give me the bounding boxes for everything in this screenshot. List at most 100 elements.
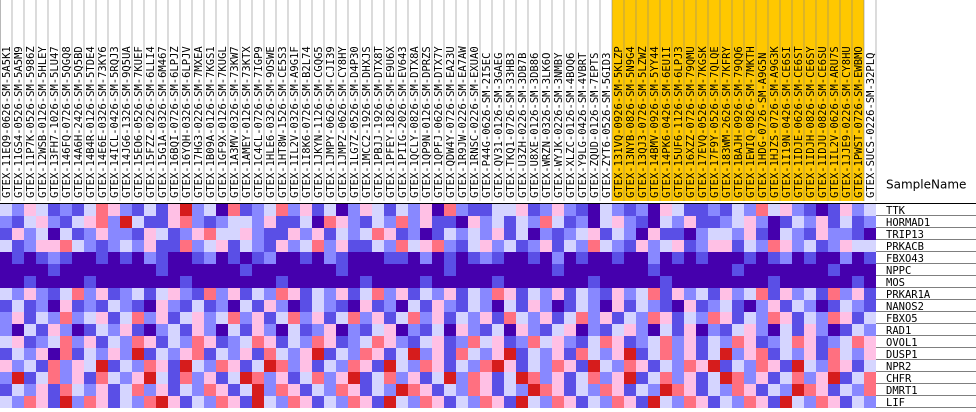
heatmap-cell <box>252 348 264 360</box>
heatmap-cell <box>156 348 168 360</box>
heatmap-cell <box>372 372 384 384</box>
heatmap-cell <box>144 228 156 240</box>
heatmap-cell <box>636 252 648 264</box>
heatmap-cell <box>852 240 864 252</box>
heatmap-cell <box>48 288 60 300</box>
heatmap-cell <box>768 288 780 300</box>
heatmap-cell <box>588 372 600 384</box>
heatmap-cell <box>216 396 228 408</box>
heatmap-cell <box>216 372 228 384</box>
heatmap-cell <box>336 276 348 288</box>
heatmap-cell <box>480 228 492 240</box>
heatmap-cell <box>444 276 456 288</box>
heatmap-cell <box>108 348 120 360</box>
heatmap-cell <box>636 240 648 252</box>
heatmap-cell <box>444 396 456 408</box>
heatmap-cell <box>204 324 216 336</box>
heatmap-cell <box>828 276 840 288</box>
heatmap-cell <box>528 204 540 216</box>
heatmap-cell <box>828 240 840 252</box>
heatmap-cell <box>408 300 420 312</box>
heatmap-cell <box>168 264 180 276</box>
heatmap-cell <box>264 240 276 252</box>
heatmap-cell <box>252 276 264 288</box>
heatmap-cell <box>324 228 336 240</box>
heatmap-cell <box>564 204 576 216</box>
sample-highlight <box>744 0 756 201</box>
heatmap-cell <box>852 264 864 276</box>
gene-label: NPPC <box>886 265 911 277</box>
heatmap-cell <box>528 396 540 408</box>
heatmap-cell <box>840 324 852 336</box>
heatmap-cell <box>852 384 864 396</box>
heatmap-cell <box>528 300 540 312</box>
heatmap-cell <box>540 396 552 408</box>
sample-label: GTEX-15FZZ-0226-SM-6LLI4 <box>145 46 157 198</box>
sample-label: GTEX-1PFEY-1826-SM-E9U6X <box>385 46 397 198</box>
heatmap-cell <box>480 384 492 396</box>
sample-highlight <box>804 0 816 201</box>
heatmap-cell <box>132 300 144 312</box>
heatmap-cell <box>252 252 264 264</box>
heatmap-cell <box>12 204 24 216</box>
heatmap-cell <box>0 264 12 276</box>
heatmap-cell <box>72 312 84 324</box>
heatmap-cell <box>756 288 768 300</box>
heatmap-cell <box>324 312 336 324</box>
heatmap-cell <box>288 228 300 240</box>
heatmap-cell <box>804 240 816 252</box>
heatmap-cell <box>36 264 48 276</box>
heatmap-cell <box>720 216 732 228</box>
heatmap-cell <box>84 240 96 252</box>
heatmap-cell <box>384 300 396 312</box>
heatmap-cell <box>492 372 504 384</box>
gene-label: DUSP1 <box>886 349 918 361</box>
heatmap-cell <box>432 336 444 348</box>
heatmap-cell <box>396 324 408 336</box>
heatmap-cell <box>108 312 120 324</box>
heatmap-cell <box>216 276 228 288</box>
heatmap-cell <box>552 228 564 240</box>
heatmap-cell <box>252 288 264 300</box>
heatmap-cell <box>492 360 504 372</box>
heatmap-cell <box>708 228 720 240</box>
gene-label: FBXO5 <box>886 313 918 325</box>
heatmap-cell <box>648 360 660 372</box>
heatmap-cell <box>48 348 60 360</box>
heatmap-cell <box>300 240 312 252</box>
heatmap-cell <box>396 204 408 216</box>
heatmap-cell <box>504 312 516 324</box>
heatmap-cell <box>432 204 444 216</box>
heatmap-cell <box>672 336 684 348</box>
sample-label: GTEX-1RNSC-0226-SM-EXUA0 <box>469 46 481 198</box>
heatmap-cell <box>612 216 624 228</box>
sample-label: GTEX-13NYB-0826-SM-5N9G4 <box>625 46 637 198</box>
heatmap-cell <box>60 240 72 252</box>
heatmap-cell <box>396 216 408 228</box>
heatmap-cell <box>48 396 60 408</box>
heatmap-cell <box>612 384 624 396</box>
heatmap-cell <box>768 240 780 252</box>
heatmap-cell <box>204 228 216 240</box>
heatmap-cell <box>636 204 648 216</box>
sample-label: GTEX-1GF9X-0126-SM-7KUGL <box>217 46 229 198</box>
heatmap-cell <box>600 276 612 288</box>
heatmap-cell <box>672 240 684 252</box>
heatmap-cell <box>456 372 468 384</box>
heatmap-cell <box>468 336 480 348</box>
heatmap-cell <box>408 276 420 288</box>
heatmap-cell <box>708 252 720 264</box>
heatmap-cell <box>504 276 516 288</box>
heatmap-cell <box>252 300 264 312</box>
heatmap-cell <box>132 288 144 300</box>
heatmap-cell <box>0 336 12 348</box>
heatmap-cell <box>828 216 840 228</box>
heatmap-cell <box>444 336 456 348</box>
heatmap-cell <box>216 360 228 372</box>
heatmap-cell <box>672 372 684 384</box>
heatmap-cell <box>732 348 744 360</box>
heatmap-cell <box>612 312 624 324</box>
heatmap-cell <box>240 324 252 336</box>
heatmap-cell <box>564 324 576 336</box>
heatmap-cell <box>480 204 492 216</box>
